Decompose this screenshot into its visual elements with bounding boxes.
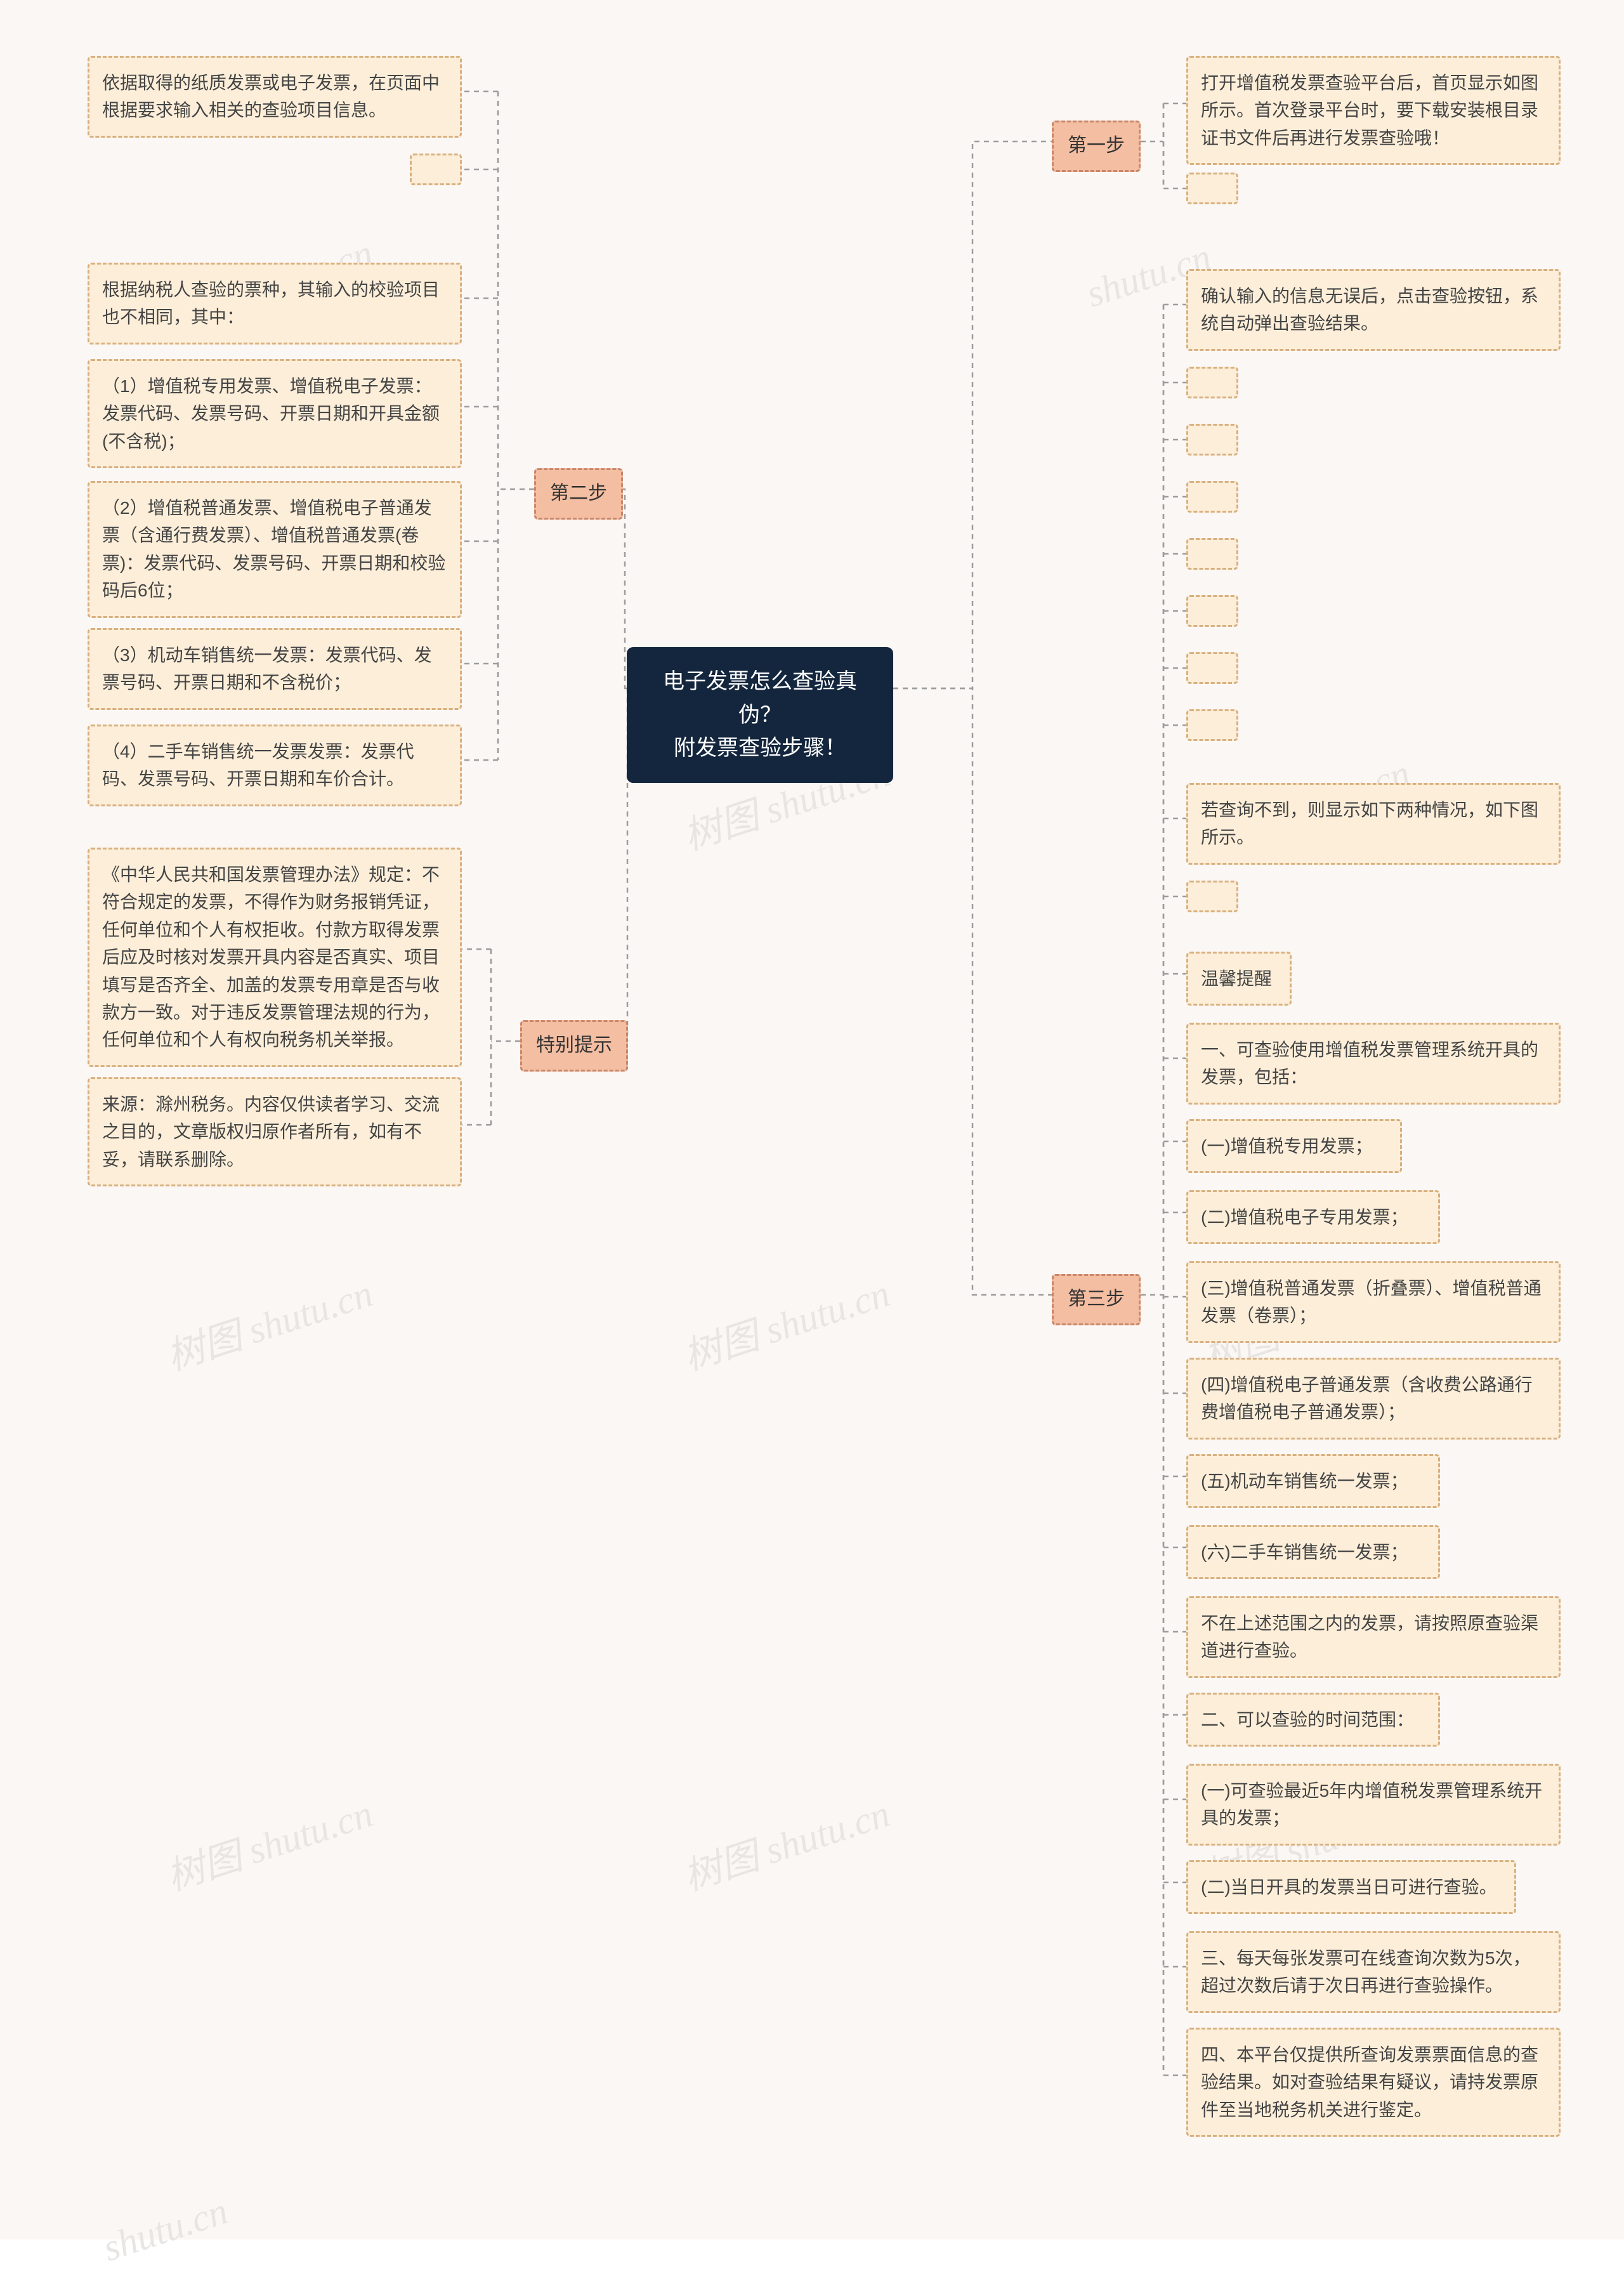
leaf-node: 根据纳税人查验的票种，其输入的校验项目也不相同，其中： bbox=[88, 263, 462, 344]
leaf-node bbox=[1186, 481, 1238, 513]
branch-node: 第三步 bbox=[1052, 1274, 1141, 1325]
leaf-node bbox=[410, 154, 462, 185]
leaf-node: 一、可查验使用增值税发票管理系统开具的发票，包括： bbox=[1186, 1023, 1561, 1105]
leaf-node: (五)机动车销售统一发票； bbox=[1186, 1454, 1440, 1508]
leaf-node: 确认输入的信息无误后，点击查验按钮，系统自动弹出查验结果。 bbox=[1186, 269, 1561, 351]
branch-node: 第一步 bbox=[1052, 121, 1141, 172]
leaf-node: (三)增值税普通发票（折叠票）、增值税普通发票（卷票）； bbox=[1186, 1261, 1561, 1343]
leaf-node bbox=[1186, 881, 1238, 912]
leaf-node: （1）增值税专用发票、增值税电子发票：发票代码、发票号码、开票日期和开具金额(不… bbox=[88, 359, 462, 468]
leaf-node: （3）机动车销售统一发票：发票代码、发票号码、开票日期和不含税价； bbox=[88, 628, 462, 710]
watermark: 树图 shutu.cn bbox=[676, 1783, 896, 1901]
leaf-node: (四)增值税电子普通发票（含收费公路通行费增值税电子普通发票）； bbox=[1186, 1358, 1561, 1440]
watermark: shutu.cn bbox=[98, 2189, 233, 2270]
leaf-node: 四、本平台仅提供所查询发票票面信息的查验结果。如对查验结果有疑议，请持发票原件至… bbox=[1186, 2028, 1561, 2137]
leaf-node: (六)二手车销售统一发票； bbox=[1186, 1525, 1440, 1579]
leaf-node bbox=[1186, 367, 1238, 398]
mindmap-canvas: 树图 shutu.cnshutu.cn树图 shutu.cn树图 shutu.c… bbox=[0, 0, 1624, 2240]
branch-node: 特别提示 bbox=[520, 1020, 628, 1072]
leaf-node bbox=[1186, 595, 1238, 627]
leaf-node: 二、可以查验的时间范围： bbox=[1186, 1693, 1440, 1747]
leaf-node: 依据取得的纸质发票或电子发票，在页面中根据要求输入相关的查验项目信息。 bbox=[88, 56, 462, 138]
watermark: 树图 shutu.cn bbox=[159, 1783, 379, 1901]
leaf-node: 温馨提醒 bbox=[1186, 952, 1292, 1006]
leaf-node bbox=[1186, 538, 1238, 570]
leaf-node bbox=[1186, 424, 1238, 456]
leaf-node: 来源：滁州税务。内容仅供读者学习、交流之目的，文章版权归原作者所有，如有不妥，请… bbox=[88, 1077, 462, 1186]
leaf-node bbox=[1186, 173, 1238, 204]
leaf-node: (一)可查验最近5年内增值税发票管理系统开具的发票； bbox=[1186, 1764, 1561, 1846]
leaf-node: 打开增值税发票查验平台后，首页显示如图所示。首次登录平台时，要下载安装根目录证书… bbox=[1186, 56, 1561, 165]
leaf-node: 若查询不到，则显示如下两种情况，如下图所示。 bbox=[1186, 783, 1561, 865]
leaf-node: 《中华人民共和国发票管理办法》规定：不符合规定的发票，不得作为财务报销凭证，任何… bbox=[88, 848, 462, 1067]
leaf-node bbox=[1186, 709, 1238, 741]
watermark: 树图 shutu.cn bbox=[676, 1263, 896, 1381]
leaf-node bbox=[1186, 652, 1238, 684]
leaf-node: （2）增值税普通发票、增值税电子普通发票（含通行费发票）、增值税普通发票(卷票)… bbox=[88, 481, 462, 618]
branch-node: 第二步 bbox=[534, 468, 623, 520]
leaf-node: (二)当日开具的发票当日可进行查验。 bbox=[1186, 1860, 1516, 1914]
leaf-node: (二)增值税电子专用发票； bbox=[1186, 1190, 1440, 1244]
root-node: 电子发票怎么查验真伪？附发票查验步骤！ bbox=[627, 647, 893, 783]
leaf-node: (一)增值税专用发票； bbox=[1186, 1119, 1402, 1173]
watermark: 树图 shutu.cn bbox=[159, 1263, 379, 1381]
leaf-node: 三、每天每张发票可在线查询次数为5次，超过次数后请于次日再进行查验操作。 bbox=[1186, 1931, 1561, 2013]
leaf-node: （4）二手车销售统一发票发票：发票代码、发票号码、开票日期和车价合计。 bbox=[88, 725, 462, 806]
leaf-node: 不在上述范围之内的发票，请按照原查验渠道进行查验。 bbox=[1186, 1596, 1561, 1678]
